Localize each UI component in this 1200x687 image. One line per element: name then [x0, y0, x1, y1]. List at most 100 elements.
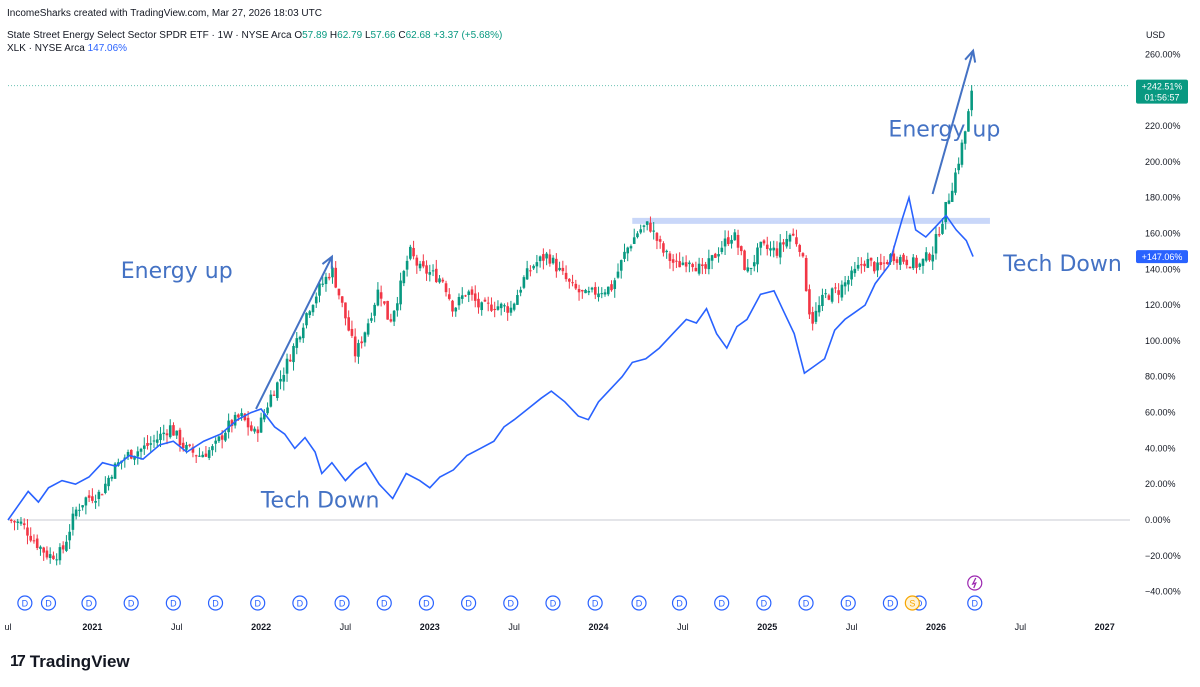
candle-body: [752, 262, 756, 267]
compare-legend[interactable]: XLK · NYSE Arca 147.06%: [7, 43, 127, 54]
y-tick-label: 140.00%: [1145, 264, 1181, 274]
symbol-name[interactable]: State Street Energy Select Sector SPDR E…: [7, 30, 292, 41]
dividend-marker[interactable]: D: [545, 595, 561, 611]
candle-body: [623, 251, 626, 259]
candle-body: [619, 260, 623, 271]
arrow-head-icon: [321, 254, 333, 269]
y-tick-label: 100.00%: [1145, 336, 1181, 346]
candle-body: [340, 296, 344, 303]
x-tick-label: Jul: [340, 622, 352, 632]
candle-body: [701, 264, 704, 267]
candle-body: [288, 359, 292, 362]
candle-body: [856, 264, 860, 269]
candle-body: [895, 259, 899, 263]
dividend-marker[interactable]: D: [17, 595, 33, 611]
compare-value: 147.06%: [87, 43, 128, 54]
annotation-layer: Energy up Tech Down Energy up Tech Down: [121, 118, 1122, 514]
candle-body: [61, 545, 65, 550]
dividend-marker[interactable]: D: [376, 595, 392, 611]
compare-symbol[interactable]: XLK · NYSE Arca: [7, 43, 85, 54]
dividend-marker[interactable]: D: [967, 595, 983, 611]
candle-body: [772, 247, 776, 251]
dividend-marker[interactable]: D: [123, 595, 139, 611]
candle-body: [434, 268, 438, 283]
candle-body: [947, 200, 951, 204]
candle-body: [493, 308, 496, 311]
candle-body: [503, 305, 506, 307]
candle-body: [460, 295, 464, 299]
candle-body: [58, 547, 62, 561]
candle-body: [954, 172, 957, 193]
candle-body: [16, 521, 20, 523]
dividend-marker[interactable]: D: [292, 595, 308, 611]
annotation-1: Energy up: [121, 259, 233, 284]
candle-body: [749, 267, 753, 269]
dividend-marker[interactable]: D: [714, 595, 730, 611]
candle-body: [389, 319, 393, 322]
ohlc-close-value: 62.68: [405, 30, 431, 41]
dividend-marker[interactable]: D: [503, 595, 519, 611]
dividend-marker[interactable]: D: [418, 595, 435, 611]
candle-body: [655, 232, 659, 241]
dividend-circle-icon: [207, 595, 224, 611]
dividend-circle-icon: [250, 595, 266, 611]
candle-body: [587, 290, 591, 293]
candle-body: [204, 453, 208, 457]
dividend-marker[interactable]: D: [756, 595, 772, 611]
y-tick-label: 260.00%: [1145, 49, 1181, 59]
arrow-head-icon: [964, 48, 977, 63]
candle-body: [850, 270, 853, 280]
candle-body: [597, 293, 600, 298]
dividend-marker[interactable]: D: [40, 595, 57, 611]
candle-body: [454, 307, 458, 312]
candle-body: [950, 190, 954, 202]
dividend-marker[interactable]: D: [165, 595, 181, 611]
candle-body: [45, 550, 49, 558]
candle-body: [652, 230, 655, 232]
tradingview-logo-icon: 17: [10, 653, 26, 670]
dividend-marker[interactable]: D: [671, 595, 688, 611]
candle-body: [941, 223, 944, 234]
dividend-marker[interactable]: D: [798, 595, 814, 611]
candle-body: [350, 328, 354, 336]
tradingview-logo[interactable]: 17 TradingView: [10, 652, 130, 672]
symbol-legend[interactable]: State Street Energy Select Sector SPDR E…: [7, 30, 502, 41]
candle-body: [308, 311, 312, 316]
dividend-marker[interactable]: D: [840, 595, 856, 611]
candle-body: [230, 420, 234, 427]
dividend-marker[interactable]: D: [461, 595, 477, 611]
candle-body: [113, 463, 117, 479]
candle-body: [298, 336, 302, 340]
candle-body: [834, 287, 837, 289]
candle-body: [957, 163, 960, 171]
candle-body: [74, 509, 78, 517]
candle-body: [960, 142, 964, 165]
x-tick-label: ul: [4, 622, 11, 632]
candle-body: [516, 295, 519, 305]
candle-body: [272, 394, 276, 396]
split-marker[interactable]: S: [904, 595, 920, 611]
dividend-marker[interactable]: D: [81, 595, 97, 611]
earnings-marker[interactable]: [967, 575, 983, 591]
candle-body: [882, 262, 886, 264]
event-markers[interactable]: DDDDDDDDDDDDDDDDDDDDDDDDS: [17, 575, 983, 611]
dividend-marker[interactable]: D: [631, 595, 647, 611]
x-tick-label: Jul: [171, 622, 183, 632]
dividend-label: D: [381, 599, 388, 609]
candle-body: [811, 312, 814, 324]
dividend-marker[interactable]: D: [207, 595, 224, 611]
dividend-circle-icon: [671, 595, 688, 611]
y-axis[interactable]: USD260.00%240.00%220.00%200.00%180.00%16…: [1145, 30, 1181, 597]
candle-body: [415, 257, 419, 266]
candle-body: [314, 296, 318, 304]
candle-body: [902, 254, 905, 262]
candle-body: [457, 296, 461, 306]
dividend-marker[interactable]: D: [587, 595, 603, 611]
dividend-marker[interactable]: D: [334, 595, 350, 611]
ohlc-high-label: H: [329, 30, 338, 41]
dividend-marker[interactable]: D: [882, 595, 899, 611]
candle-body: [480, 302, 484, 311]
dividend-marker[interactable]: D: [250, 595, 266, 611]
x-axis[interactable]: ul 2021 Jul 2022 Jul 2023 Jul 2024 Jul 2025 Jul 202…: [4, 622, 1114, 632]
